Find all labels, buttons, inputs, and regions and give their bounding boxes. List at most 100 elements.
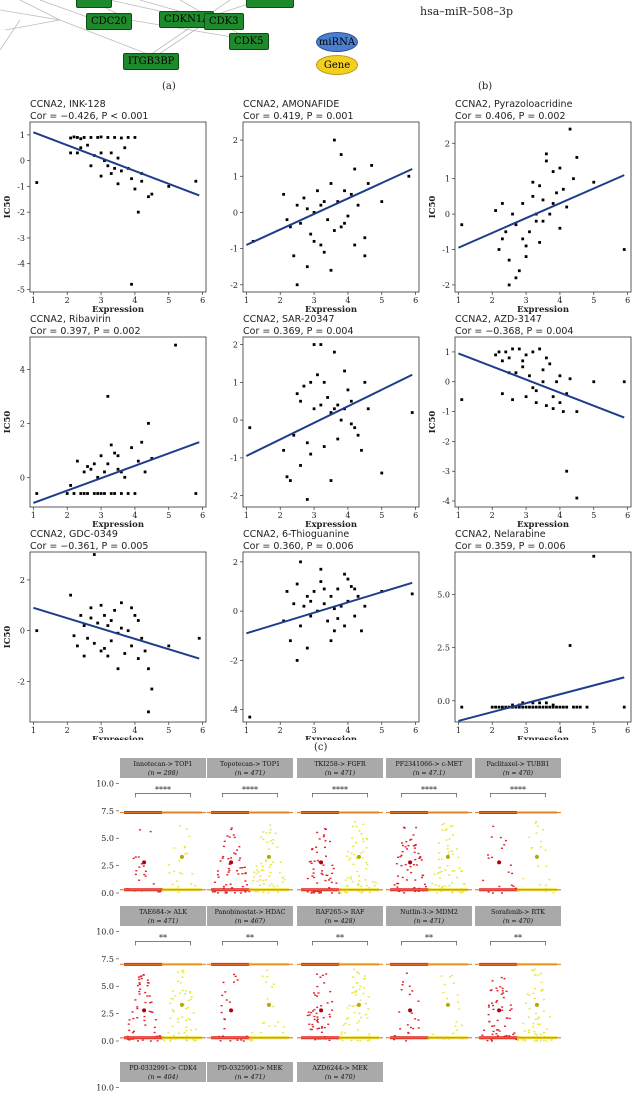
swarm-point (356, 1039, 359, 1042)
scatter-point (35, 629, 39, 633)
swarm-point (362, 992, 365, 995)
scatter-point (130, 644, 133, 648)
significance-marker: ** (246, 933, 254, 942)
swarm-point (408, 985, 411, 987)
panel-header (207, 758, 293, 778)
scatter-point (494, 353, 498, 357)
x-tick-label: 2 (278, 511, 283, 520)
swarm-point (267, 892, 270, 894)
scatter-point (521, 237, 525, 241)
swarm-point (314, 994, 317, 996)
scatter-point (86, 492, 89, 495)
swarm-point (266, 841, 269, 843)
scatter-point (312, 407, 316, 411)
swarm-point (413, 886, 416, 889)
swarm-point (400, 854, 403, 857)
swarm-point (330, 881, 333, 884)
swarm-point (151, 1011, 154, 1014)
swarm-point (420, 859, 423, 861)
swarm-point (320, 1031, 323, 1033)
scatter-point (346, 388, 350, 392)
scatter-point (575, 410, 579, 413)
swarm-point (242, 1040, 245, 1042)
scatter-point (497, 705, 501, 709)
panel-n-label: (n = 471) (325, 770, 356, 777)
swarm-point (364, 1002, 367, 1005)
swarm-point (542, 998, 545, 1001)
swarm-point (450, 850, 453, 852)
scatter-point (147, 667, 150, 671)
scatter-point (292, 254, 296, 258)
swarm-point (406, 869, 409, 871)
scatter-point (309, 599, 313, 603)
x-tick-label: 1 (456, 726, 461, 735)
panel-header (475, 906, 561, 926)
swarm-point (509, 864, 512, 866)
y-tick-label: 0 (445, 378, 450, 387)
y-tick-label: 2 (20, 576, 25, 585)
swarm-point (455, 1021, 458, 1023)
scatter-point (194, 492, 198, 495)
swarm-point (505, 1017, 508, 1019)
x-tick-label: 2 (490, 511, 495, 520)
scatter-point (500, 237, 504, 241)
swarm-point (544, 884, 547, 886)
beeswarm-panel-7: Panobinostat-> HDAC (n = 467) ** (207, 906, 293, 1042)
panel-header (207, 1062, 293, 1082)
scatter-point (322, 380, 326, 384)
scatter-point (312, 211, 316, 214)
swarm-point (499, 986, 502, 988)
scatter-point (538, 241, 542, 244)
swarm-point (360, 852, 363, 855)
swarm-point (308, 1023, 311, 1025)
scatter-point (99, 135, 103, 139)
swarm-point (179, 982, 182, 984)
scatter-point (555, 380, 558, 384)
scatter-point (319, 580, 323, 583)
swarm-point (269, 871, 272, 874)
swarm-point (413, 847, 416, 849)
scatter-point (143, 649, 147, 653)
swarm-point (456, 876, 459, 879)
swarm-point (490, 836, 493, 838)
scatter-point (69, 593, 73, 597)
swarm-point (216, 874, 219, 876)
swarm-point (170, 998, 173, 1000)
swarm-point (138, 829, 141, 831)
swarm-point (177, 1021, 180, 1023)
scatter-point (521, 365, 525, 369)
swarm-point (440, 975, 443, 977)
scatter-point (119, 470, 123, 474)
swarm-point (222, 845, 225, 848)
swarm-point (254, 890, 257, 893)
significance-marker: **** (421, 785, 437, 794)
scatter-point (109, 172, 113, 175)
swarm-point (491, 1025, 494, 1027)
swarm-point (354, 994, 357, 996)
x-tick-label: 2 (278, 296, 283, 305)
swarm-point (414, 890, 417, 893)
scatter-point (572, 705, 575, 709)
panel-drug-label: TKI258-> FGFR (314, 761, 366, 768)
swarm-point (128, 1039, 131, 1041)
x-tick-label: 2 (490, 726, 495, 735)
swarm-point (539, 1040, 542, 1042)
swarm-point (450, 825, 453, 828)
swarm-point (443, 983, 446, 986)
swarm-point (183, 846, 186, 849)
swarm-point (186, 1039, 189, 1042)
swarm-point (169, 1040, 172, 1042)
swarm-point (544, 890, 547, 893)
swarm-point (451, 825, 454, 827)
swarm-point (188, 835, 191, 838)
swarm-point (366, 863, 369, 866)
scatter-point (575, 156, 579, 159)
swarm-point (448, 884, 451, 887)
swarm-point (282, 1026, 285, 1028)
beeswarm-panel-9: Nutlin-3-> MDM2 (n = 471) ** (386, 906, 472, 1042)
swarm-point (132, 857, 135, 859)
swarm-point (517, 1039, 520, 1042)
swarm-point (463, 883, 466, 885)
scatter-point (126, 629, 130, 633)
